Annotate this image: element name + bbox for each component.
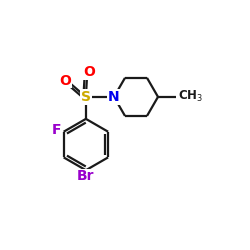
Text: N: N (108, 90, 120, 104)
Text: O: O (83, 65, 95, 79)
Text: CH$_3$: CH$_3$ (178, 89, 203, 104)
Text: Br: Br (77, 169, 95, 183)
Text: S: S (81, 90, 91, 104)
Text: N: N (108, 90, 120, 104)
Text: O: O (60, 74, 71, 88)
Text: F: F (52, 124, 62, 138)
